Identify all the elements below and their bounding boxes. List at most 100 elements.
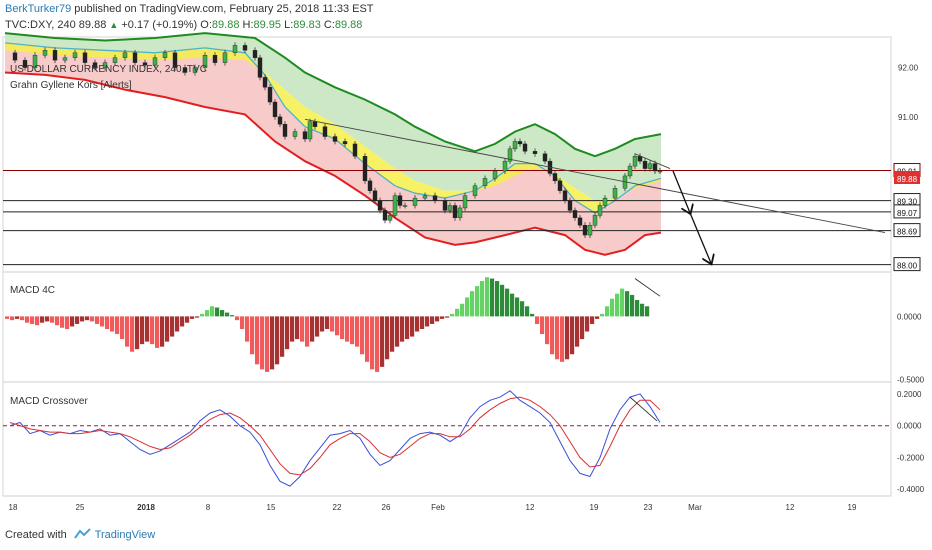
time-axis: 18 25 2018 8 15 22 26 Feb 12 19 23 Mar 12 19 (3, 495, 891, 512)
candle-body (567, 200, 573, 211)
macd-histogram-bar (135, 316, 140, 350)
level-label: 88.00 (897, 262, 918, 271)
macd-histogram-bar (275, 316, 280, 365)
candle-body (552, 173, 558, 182)
open-value: 89.88 (211, 19, 240, 31)
candle-body (612, 188, 618, 199)
macd-histogram-bar (575, 316, 580, 347)
macd-histogram-bar (95, 316, 100, 324)
candle-body (142, 62, 148, 66)
candle-body (242, 45, 248, 51)
macd-histogram-bar (605, 306, 610, 317)
macd-histogram-bar (645, 306, 650, 317)
time-tick-label: 19 (848, 503, 857, 512)
macd-histogram-bar (535, 316, 540, 324)
macd-histogram-bar (390, 316, 395, 352)
macd-histogram-bar (235, 316, 240, 321)
macd-histogram-bar (440, 316, 445, 319)
macd-histogram-bar (25, 316, 30, 323)
indicator-title: Grahn Gyllene Kors [Alerts] (10, 80, 132, 91)
footer: Created with TradingView (5, 528, 155, 541)
candle-body (637, 156, 643, 162)
candle-body (442, 200, 448, 211)
level-label-box (893, 204, 921, 219)
macd-histogram-bar (480, 281, 485, 317)
macd-histogram-bar (10, 316, 15, 321)
macd-histogram-bar (290, 316, 295, 342)
candle-body (422, 195, 428, 199)
macd-histogram-bar (325, 316, 330, 329)
macd-histogram-bar (425, 316, 430, 327)
candle-body (82, 52, 88, 63)
candle-body (267, 87, 273, 103)
descending-trendline (304, 118, 886, 234)
candle-body (42, 50, 48, 56)
macd-histogram-bar (465, 297, 470, 317)
macd-histogram-bar (375, 316, 380, 372)
macd-histogram-bar (520, 301, 525, 317)
lower-band-fill (5, 42, 661, 255)
candle-body (482, 178, 488, 186)
publish-header: BerkTurker79 published on TradingView.co… (5, 3, 374, 15)
candle-body (192, 67, 198, 73)
macd-histogram-bar (335, 316, 340, 336)
macd-histogram-bar (220, 310, 225, 317)
macd-histogram-bar (145, 316, 150, 342)
candle-body (252, 50, 258, 58)
candle-body (602, 197, 608, 206)
candle-body (22, 59, 28, 68)
candle-body (507, 148, 513, 162)
candle-body (162, 52, 168, 58)
candle-body (452, 205, 458, 219)
created-with-text: Created with (5, 529, 67, 541)
candle-body (72, 52, 78, 58)
candle-body (397, 195, 403, 206)
candle-body (92, 62, 98, 68)
candle-body (52, 50, 58, 61)
macd-histogram-bar (370, 316, 375, 370)
tradingview-brand[interactable]: TradingView (94, 529, 156, 541)
last-price: 89.88 (78, 19, 107, 31)
macd-histogram-bar (190, 316, 195, 319)
macd-histogram-bar (630, 294, 635, 317)
time-tick-label: 26 (382, 503, 391, 512)
macd-histogram-bar (245, 316, 250, 342)
macd-histogram-bar (380, 316, 385, 367)
candle-body (522, 143, 528, 152)
macd-histogram-bar (285, 316, 290, 350)
macd-histogram-bar (295, 316, 300, 340)
time-tick-label: 22 (333, 503, 342, 512)
macd-histogram-bar (435, 316, 440, 322)
macd-histogram-bar (230, 315, 235, 317)
candle-body (432, 195, 438, 201)
high-value: 89.95 (253, 19, 282, 31)
macd-histogram-bar (515, 297, 520, 317)
author-link[interactable]: BerkTurker79 (5, 3, 72, 15)
upper-band-fill (5, 33, 661, 201)
macd-histogram-bar (155, 316, 160, 348)
macd-histogram-bar (20, 316, 25, 321)
macd-histogram-bar (225, 312, 230, 317)
macd-histogram-bar (125, 316, 130, 347)
candle-body (12, 52, 18, 61)
candle-body (382, 210, 388, 221)
signal-line (9, 396, 661, 476)
candle-body (307, 121, 313, 140)
macd-histogram-bar (565, 316, 570, 360)
macd-histogram-bar (75, 316, 80, 324)
macd-histogram-bar (130, 316, 135, 352)
macd-histogram-bar (115, 316, 120, 335)
candle-body (647, 163, 653, 169)
open-label: O: (200, 19, 212, 31)
crossover-title: MACD Crossover (10, 396, 88, 407)
macd-histogram-bar (475, 286, 480, 317)
candle-body (642, 160, 648, 169)
candle-body (202, 55, 208, 68)
current-price-badge (894, 170, 920, 184)
macd-histogram-bar (420, 316, 425, 329)
macd-histogram-bar (400, 316, 405, 342)
macd-histogram-bar (270, 316, 275, 370)
macd-histogram-bar (140, 316, 145, 345)
macd-histogram-bar (585, 316, 590, 332)
